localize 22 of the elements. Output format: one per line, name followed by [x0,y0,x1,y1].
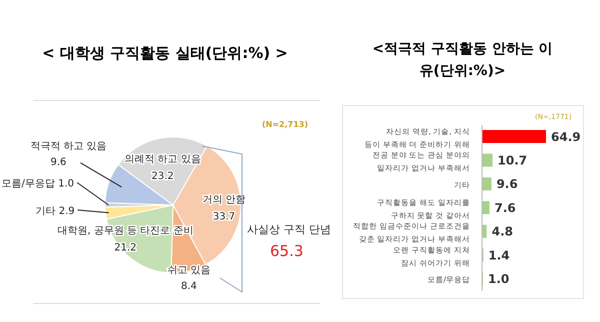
data-label: 1.0 [488,272,510,286]
chart-title: < 대학생 구직활동 실태(단위:%) > [41,44,289,63]
data-label: 64.9 [551,130,581,144]
data-label: 4.8 [492,224,513,239]
text: 65.3 [270,242,304,260]
data-label: 1.4 [488,248,510,262]
data-label: 21.2 [114,242,137,254]
slice-label: 모름/무응답 1.0 [2,178,74,190]
slice-label: 거의 안함 [202,194,246,206]
data-label: 33.7 [212,211,236,222]
data-label: 8.4 [180,281,197,292]
text: (N=2,713) [262,120,308,129]
chart-title: <적극적 구직활동 안하는 이유(단위:%)> [371,40,554,81]
data-label: 10.7 [498,153,528,168]
data-label: 23.2 [151,171,174,182]
data-label: 9.6 [50,156,66,168]
text: 사실상 구직 단념 [247,222,331,237]
slice-label: 적극적 하고 있음 [30,140,107,152]
data-label: 9.6 [496,177,518,192]
data-label: 7.6 [494,200,516,215]
slice-label: 기타 2.9 [36,206,75,218]
slice-label: 의례적 하고 있음 [124,154,201,166]
